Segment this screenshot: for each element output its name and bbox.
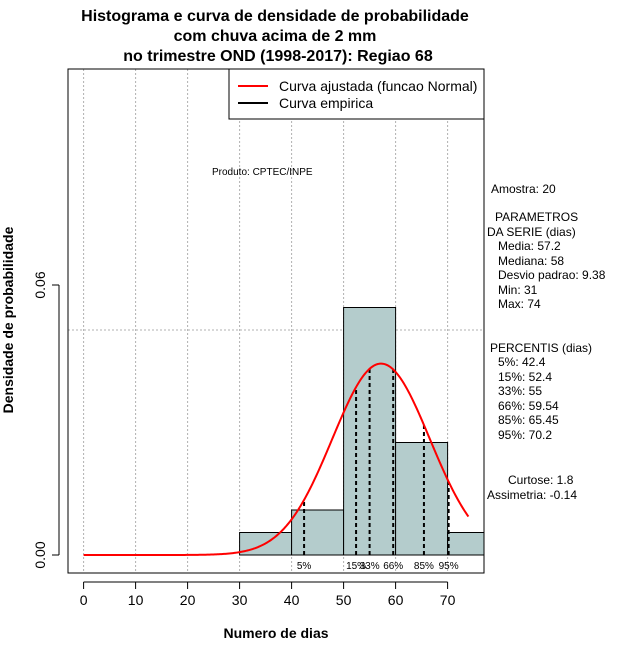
- percentile-label-2: 33%: [360, 561, 380, 572]
- x-tick-label-30: 30: [232, 592, 248, 608]
- stat-min: Min: 31: [498, 283, 538, 297]
- chart-title-line-2: com chuva acima de 2 mm: [174, 28, 377, 45]
- histogram-bar-3: [395, 442, 449, 556]
- chart-title-line-1: Histograma e curva de densidade de proba…: [81, 8, 469, 25]
- legend-box: [228, 68, 485, 120]
- stat-media: Media: 57.2: [498, 239, 561, 253]
- params-title-2: DA SERIE (dias): [487, 225, 576, 239]
- stat-p5: 5%: 42.4: [498, 355, 546, 369]
- percentile-label-4: 85%: [414, 561, 434, 572]
- stat-mediana: Mediana: 58: [498, 254, 564, 268]
- stat-desvio: Desvio padrao: 9.38: [498, 268, 606, 282]
- percentile-label-0: 5%: [297, 561, 312, 572]
- stat-p85: 85%: 65.45: [498, 413, 559, 427]
- normal-density-curve: [83, 362, 470, 556]
- x-tick-label-40: 40: [284, 592, 300, 608]
- x-tick-label-60: 60: [388, 592, 404, 608]
- percentile-label-5: 95%: [439, 561, 459, 572]
- stat-p33: 33%: 55: [498, 384, 542, 398]
- legend-label-empirical-curve: Curva empirica: [279, 95, 373, 111]
- y-tick-label-0: 0.00: [32, 541, 48, 568]
- stat-amostra: Amostra: 20: [491, 182, 556, 196]
- stat-max: Max: 74: [498, 297, 541, 311]
- produto-annotation: Produto: CPTEC/INPE: [212, 167, 313, 178]
- chart-title-line-3: no trimestre OND (1998-2017): Regiao 68: [123, 48, 433, 65]
- x-tick-label-70: 70: [440, 592, 456, 608]
- y-tick-label-1: 0.06: [32, 271, 48, 298]
- x-tick-label-50: 50: [336, 592, 352, 608]
- stat-curtose: Curtose: 1.8: [508, 473, 574, 487]
- legend: Curva ajustada (funcao Normal) Curva emp…: [228, 68, 485, 120]
- histogram-bar-2: [343, 307, 397, 556]
- legend-label-normal-curve: Curva ajustada (funcao Normal): [279, 78, 477, 94]
- x-tick-label-0: 0: [80, 592, 88, 608]
- percentile-label-3: 66%: [383, 561, 403, 572]
- y-axis-title: Densidade de probabilidade: [0, 226, 16, 413]
- histogram-bar-4: [447, 532, 484, 556]
- stat-p66: 66%: 59.54: [498, 399, 559, 413]
- stat-p95: 95%: 70.2: [498, 428, 552, 442]
- percentile-label-1: 15%: [346, 561, 366, 572]
- stats-panel: Amostra: 20 PARAMETROS DA SERIE (dias) M…: [487, 182, 606, 502]
- x-tick-label-10: 10: [128, 592, 144, 608]
- plot-area: [83, 307, 484, 556]
- stat-assimetria: Assimetria: -0.14: [487, 488, 577, 502]
- x-tick-label-20: 20: [180, 592, 196, 608]
- stat-p15: 15%: 52.4: [498, 370, 552, 384]
- params-title-1: PARAMETROS: [495, 210, 578, 224]
- histogram-bar-1: [291, 509, 345, 556]
- percentis-title: PERCENTIS (dias): [490, 341, 592, 355]
- x-axis-title: Numero de dias: [223, 625, 328, 641]
